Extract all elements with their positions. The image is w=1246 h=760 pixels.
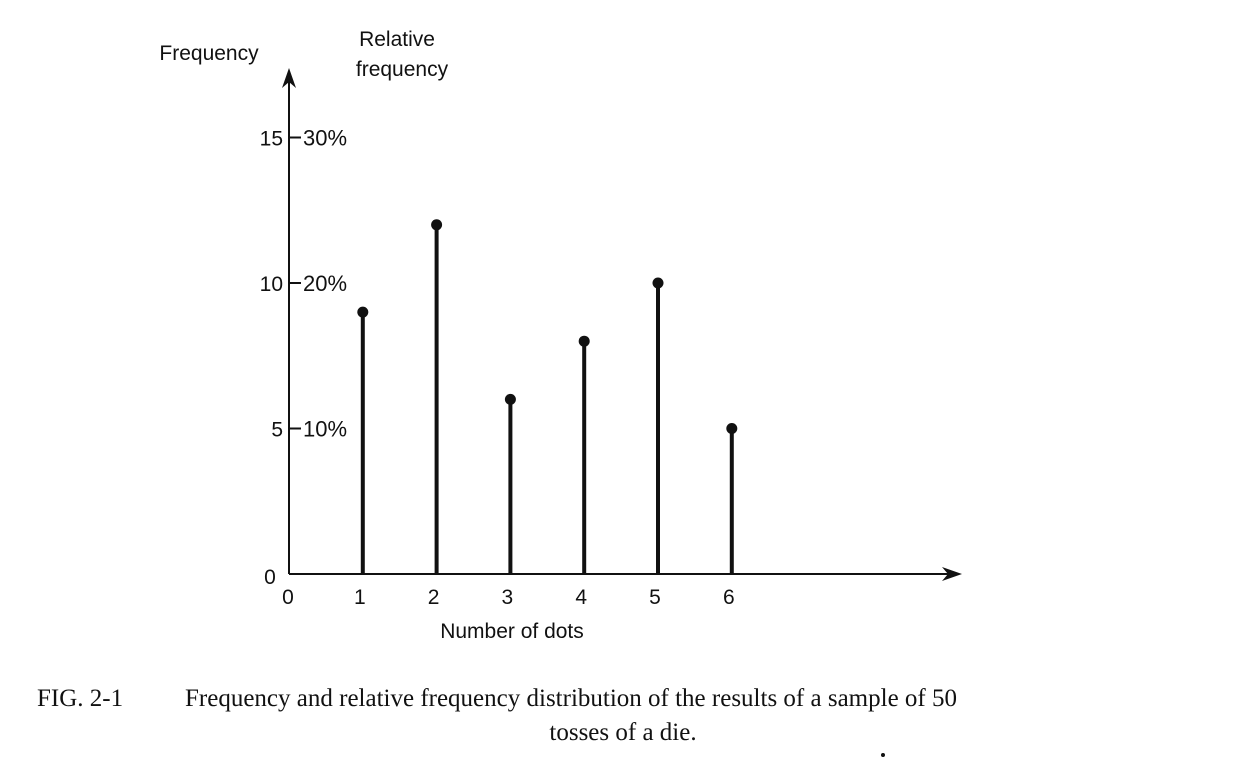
x-tick-label: 2 [428, 586, 440, 609]
chart: 5 10% 10 20% 15 30% 1 2 3 4 5 6 Frequency Relative… [159, 28, 962, 643]
y-tick-label-frequency: 10 [260, 273, 283, 296]
y-tick-label-relative: 30% [303, 126, 347, 151]
y-axis-title-relative-line1: Relative [359, 28, 435, 51]
y-axis-title-frequency: Frequency [159, 42, 259, 65]
y-tick-label-frequency: 15 [260, 128, 283, 151]
stem-dot [578, 335, 590, 347]
x-tick-label: 4 [575, 586, 587, 609]
x-tick-label: 1 [354, 586, 366, 609]
x-tick-label: 5 [649, 586, 661, 609]
y-tick-label-frequency: 5 [271, 419, 283, 442]
x-tick-labels: 1 2 3 4 5 6 [354, 586, 735, 609]
x-tick-label: 6 [723, 586, 735, 609]
x-axis-title: Number of dots [440, 620, 584, 643]
stem-dot [504, 393, 516, 405]
stems [357, 219, 738, 574]
caption-text-1: Frequency and relative frequency distrib… [185, 685, 957, 712]
y-origin-label: 0 [264, 566, 276, 589]
x-tick-label: 3 [502, 586, 514, 609]
x-origin-label: 0 [282, 586, 294, 609]
axes [282, 68, 962, 581]
print-speck [881, 753, 885, 757]
y-tick-label-relative: 10% [303, 417, 347, 442]
stem-dot [726, 423, 738, 434]
stem-dot [357, 306, 369, 318]
caption-line-1: FIG. 2-1 Frequency and relative frequency… [37, 682, 957, 716]
caption-line-2: tosses of a die. [549, 719, 697, 746]
y-tick-label-relative: 20% [303, 271, 347, 296]
stem-dot [652, 277, 664, 289]
x-axis-arrowhead [942, 567, 962, 581]
y-axis-arrowhead [282, 68, 296, 88]
axis-titles: Frequency Relative frequency Number of d… [159, 28, 583, 643]
y-ticks: 5 10% 10 20% 15 30% [260, 126, 347, 442]
stem-dot [431, 219, 443, 231]
caption-label: FIG. 2-1 [37, 685, 124, 712]
y-axis-title-relative-line2: frequency [356, 58, 449, 81]
